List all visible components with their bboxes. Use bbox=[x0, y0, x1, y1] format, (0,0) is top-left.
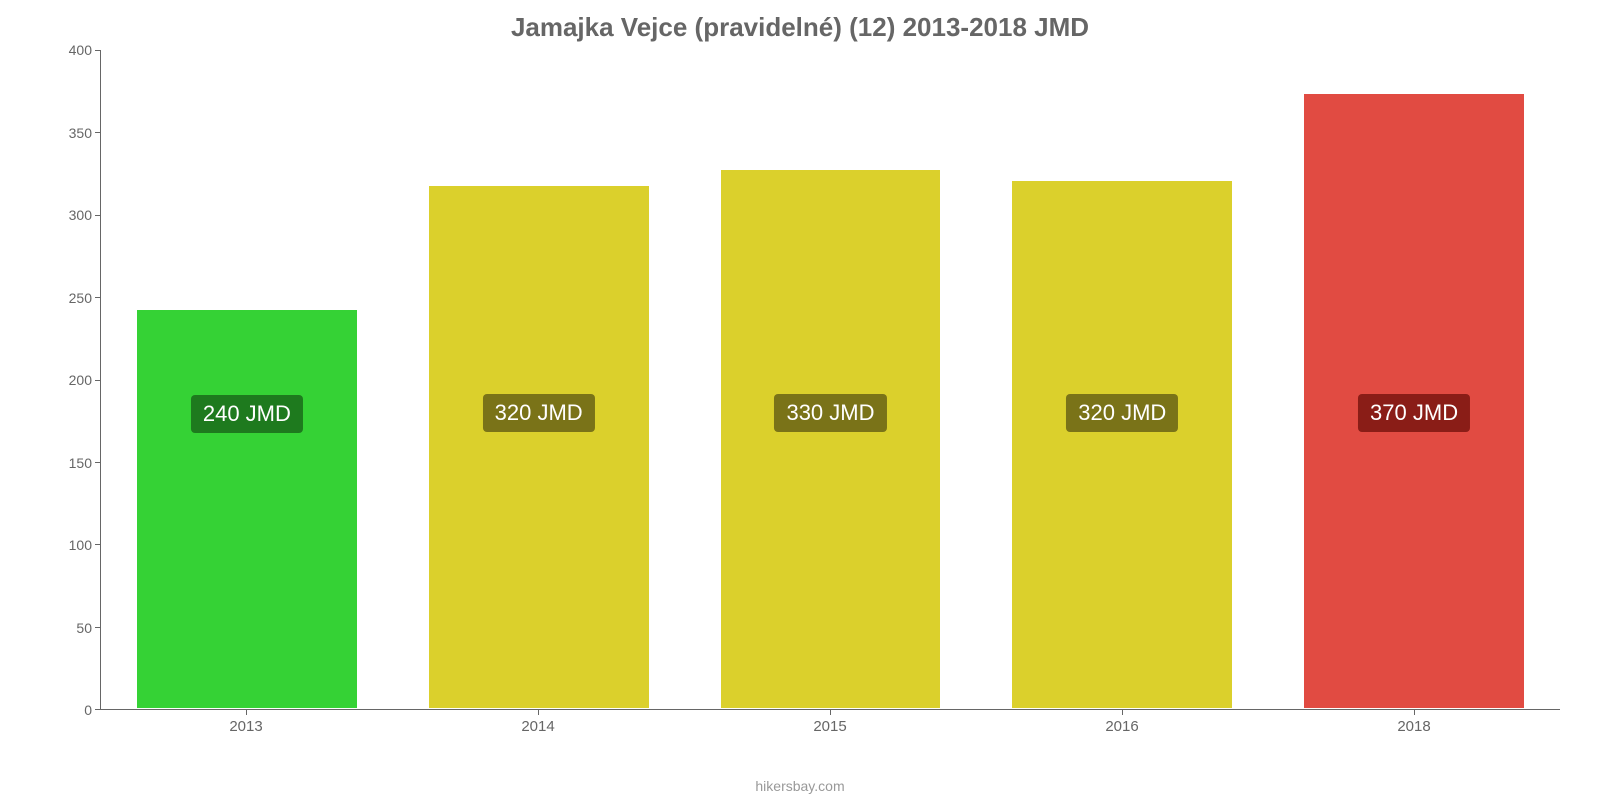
y-tick-mark bbox=[95, 297, 101, 298]
y-tick-mark bbox=[95, 50, 101, 51]
y-tick-label: 50 bbox=[76, 620, 92, 636]
y-tick-label: 250 bbox=[69, 290, 92, 306]
bar-value-label: 330 JMD bbox=[774, 394, 886, 432]
bar-value-label: 320 JMD bbox=[483, 394, 595, 432]
y-tick-label: 0 bbox=[84, 702, 92, 718]
x-tick-label: 2016 bbox=[976, 710, 1268, 740]
bar: 330 JMD bbox=[720, 169, 942, 709]
y-tick-label: 400 bbox=[69, 42, 92, 58]
y-tick-label: 350 bbox=[69, 125, 92, 141]
x-tick-label: 2013 bbox=[100, 710, 392, 740]
y-tick-mark bbox=[95, 215, 101, 216]
bar: 320 JMD bbox=[428, 185, 650, 709]
bar: 240 JMD bbox=[136, 309, 358, 709]
bar-slot: 330 JMD bbox=[685, 50, 977, 709]
bars-container: 240 JMD 320 JMD 330 JMD 320 JMD 370 JMD bbox=[101, 50, 1560, 709]
attribution-text: hikersbay.com bbox=[0, 778, 1600, 794]
bar: 370 JMD bbox=[1303, 93, 1525, 709]
bar-value-label: 320 JMD bbox=[1066, 394, 1178, 432]
chart-area: 050100150200250300350400 240 JMD320 JMD3… bbox=[60, 50, 1570, 740]
y-tick-label: 100 bbox=[69, 537, 92, 553]
y-tick-mark bbox=[95, 380, 101, 381]
bar-value-label: 370 JMD bbox=[1358, 394, 1470, 432]
bar-slot: 320 JMD bbox=[393, 50, 685, 709]
chart-title: Jamajka Vejce (pravidelné) (12) 2013-201… bbox=[0, 0, 1600, 51]
y-axis-ticks: 050100150200250300350400 bbox=[60, 50, 100, 710]
y-tick-mark bbox=[95, 544, 101, 545]
y-tick-label: 200 bbox=[69, 372, 92, 388]
y-tick-mark bbox=[95, 462, 101, 463]
x-tick-label: 2015 bbox=[684, 710, 976, 740]
x-tick-label: 2018 bbox=[1268, 710, 1560, 740]
y-tick-mark bbox=[95, 627, 101, 628]
x-tick-label: 2014 bbox=[392, 710, 684, 740]
bar-slot: 370 JMD bbox=[1268, 50, 1560, 709]
bar-value-label: 240 JMD bbox=[191, 395, 303, 433]
plot-area: 240 JMD 320 JMD 330 JMD 320 JMD 370 JMD bbox=[100, 50, 1560, 710]
bar-slot: 320 JMD bbox=[976, 50, 1268, 709]
bar: 320 JMD bbox=[1011, 180, 1233, 709]
y-tick-label: 150 bbox=[69, 455, 92, 471]
bar-slot: 240 JMD bbox=[101, 50, 393, 709]
y-tick-label: 300 bbox=[69, 207, 92, 223]
y-tick-mark bbox=[95, 132, 101, 133]
x-axis-ticks: 20132014201520162018 bbox=[100, 710, 1560, 740]
